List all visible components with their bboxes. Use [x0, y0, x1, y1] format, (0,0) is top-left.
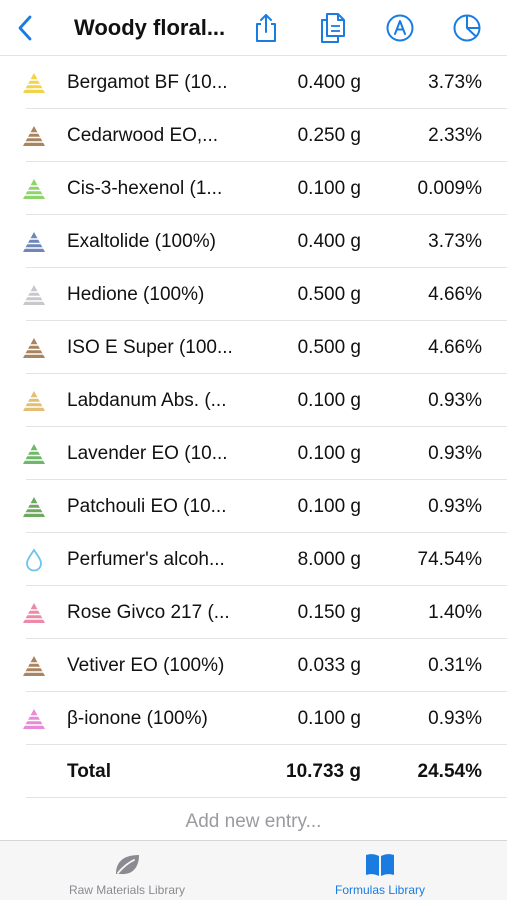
entry-percentage: 0.93% — [428, 708, 482, 729]
triangle-icon — [20, 600, 48, 626]
triangle-icon — [20, 282, 48, 308]
formula-entry-list: Bergamot BF (10... 0.400 g 3.73% Cedarwood … — [0, 56, 507, 798]
total-percentage: 24.54% — [417, 761, 482, 782]
entry-quantity: 0.500 g — [297, 284, 361, 305]
chevron-left-icon — [18, 15, 32, 41]
triangle-icon — [20, 70, 48, 96]
list-item[interactable]: Patchouli EO (10... 0.100 g 0.93% — [0, 480, 507, 533]
entry-percentage: 0.93% — [428, 390, 482, 411]
entry-percentage: 0.93% — [428, 443, 482, 464]
back-button[interactable] — [12, 12, 38, 44]
entry-name: Perfumer's alcoh... — [67, 549, 225, 570]
entry-percentage: 3.73% — [428, 231, 482, 252]
entry-percentage: 1.40% — [428, 602, 482, 623]
entry-quantity: 0.400 g — [297, 72, 361, 93]
entry-percentage: 0.93% — [428, 496, 482, 517]
entry-quantity: 0.033 g — [297, 655, 361, 676]
triangle-icon — [20, 123, 48, 149]
list-item[interactable]: Exaltolide (100%) 0.400 g 3.73% — [0, 215, 507, 268]
tab-label: Raw Materials Library — [68, 883, 186, 897]
entry-percentage: 4.66% — [428, 284, 482, 305]
share-button[interactable] — [248, 10, 284, 46]
list-item[interactable]: Labdanum Abs. (... 0.100 g 0.93% — [0, 374, 507, 427]
entry-quantity: 0.100 g — [297, 496, 361, 517]
triangle-icon — [20, 494, 48, 520]
leaf-icon — [116, 855, 139, 875]
tab-bar: Raw Materials Library Formulas Library — [0, 840, 507, 900]
entry-name: Labdanum Abs. (... — [67, 390, 227, 411]
entry-percentage: 74.54% — [417, 549, 482, 570]
tab-formulas-library[interactable]: Formulas Library — [280, 841, 480, 901]
format-button[interactable] — [382, 10, 418, 46]
entry-quantity: 0.100 g — [297, 443, 361, 464]
entry-name: Vetiver EO (100%) — [67, 655, 225, 676]
list-item[interactable]: Hedione (100%) 0.500 g 4.66% — [0, 268, 507, 321]
copy-icon — [321, 13, 345, 43]
entry-name: Exaltolide (100%) — [67, 231, 216, 252]
entry-quantity: 0.100 g — [297, 708, 361, 729]
entry-name: β-ionone (100%) — [67, 708, 208, 729]
book-icon — [366, 854, 394, 876]
add-entry-button[interactable]: Add new entry... — [185, 811, 322, 832]
triangle-icon — [20, 335, 48, 361]
entry-name: Cedarwood EO,... — [67, 125, 219, 146]
entry-percentage: 2.33% — [428, 125, 482, 146]
entry-quantity: 0.250 g — [297, 125, 361, 146]
share-icon — [256, 14, 276, 42]
list-item[interactable]: ISO E Super (100... 0.500 g 4.66% — [0, 321, 507, 374]
triangle-icon — [20, 706, 48, 732]
list-item[interactable]: Vetiver EO (100%) 0.033 g 0.31% — [0, 639, 507, 692]
list-item[interactable]: Perfumer's alcoh... 8.000 g 74.54% — [0, 533, 507, 586]
total-quantity: 10.733 g — [286, 761, 361, 782]
pie-chart-icon — [453, 14, 481, 42]
entry-name: ISO E Super (100... — [67, 337, 233, 358]
entry-quantity: 0.100 g — [297, 390, 361, 411]
tab-raw-materials-library[interactable]: Raw Materials Library — [27, 841, 227, 901]
circle-a-icon — [386, 14, 414, 42]
list-item[interactable]: Rose Givco 217 (... 0.150 g 1.40% — [0, 586, 507, 639]
duplicate-button[interactable] — [315, 10, 351, 46]
list-item[interactable]: β-ionone (100%) 0.100 g 0.93% — [0, 692, 507, 745]
triangle-icon — [20, 176, 48, 202]
tab-label: Formulas Library — [334, 883, 426, 897]
entry-quantity: 0.100 g — [297, 178, 361, 199]
triangle-icon — [20, 653, 48, 679]
total-row: Total 10.733 g 24.54% — [0, 745, 507, 798]
triangle-icon — [20, 229, 48, 255]
entry-name: Rose Givco 217 (... — [67, 602, 230, 623]
entry-percentage: 0.009% — [417, 178, 482, 199]
list-item[interactable]: Cedarwood EO,... 0.250 g 2.33% — [0, 109, 507, 162]
triangle-icon — [20, 388, 48, 414]
triangle-icon — [20, 441, 48, 467]
entry-name: Hedione (100%) — [67, 284, 205, 305]
list-item[interactable]: Lavender EO (10... 0.100 g 0.93% — [0, 427, 507, 480]
entry-percentage: 3.73% — [428, 72, 482, 93]
entry-name: Cis-3-hexenol (1... — [67, 178, 223, 199]
entry-quantity: 0.500 g — [297, 337, 361, 358]
entry-name: Patchouli EO (10... — [67, 496, 227, 517]
list-item[interactable]: Bergamot BF (10... 0.400 g 3.73% — [0, 56, 507, 109]
entry-name: Lavender EO (10... — [67, 443, 228, 464]
entry-percentage: 0.31% — [428, 655, 482, 676]
entry-quantity: 0.400 g — [297, 231, 361, 252]
navigation-bar: Woody floral... — [0, 0, 507, 56]
chart-button[interactable] — [449, 10, 485, 46]
entry-quantity: 8.000 g — [297, 549, 361, 570]
entry-name: Bergamot BF (10... — [67, 72, 228, 93]
page-title: Woody floral... — [74, 15, 226, 40]
entry-percentage: 4.66% — [428, 337, 482, 358]
total-label: Total — [67, 761, 111, 782]
droplet-icon — [20, 547, 48, 573]
entry-quantity: 0.150 g — [297, 602, 361, 623]
list-item[interactable]: Cis-3-hexenol (1... 0.100 g 0.009% — [0, 162, 507, 215]
